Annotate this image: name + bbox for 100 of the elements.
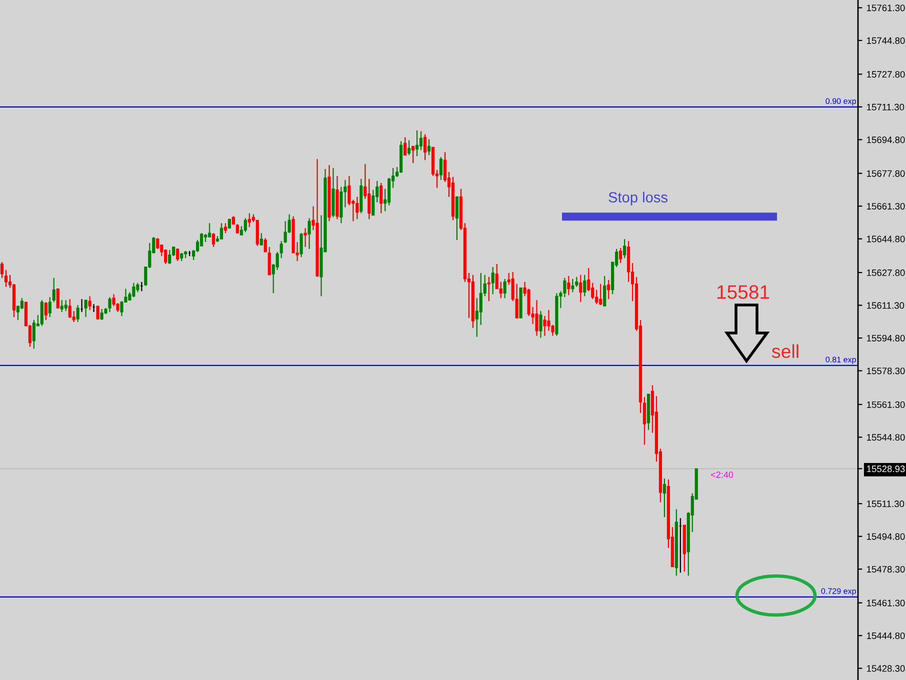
candlestick: [68, 298, 72, 319]
candlestick: [212, 232, 216, 248]
ref-line-label: 0.81 exp: [826, 356, 856, 364]
candlestick: [408, 140, 411, 156]
candlestick: [603, 275, 606, 307]
candlestick: [455, 196, 458, 241]
y-tick-label: 15578.30: [867, 368, 905, 374]
candlestick: [380, 182, 383, 214]
y-tick-label: 15494.80: [867, 533, 905, 540]
candlestick: [100, 308, 104, 321]
y-tick-label: 15478.30: [867, 566, 905, 573]
candlestick: [575, 276, 578, 288]
y-tick-label: 15661.30: [867, 202, 905, 210]
annotation: sell: [772, 344, 798, 358]
candlestick: [276, 251, 279, 271]
candlestick: [427, 138, 431, 156]
candlestick: [132, 282, 136, 298]
candlestick: [415, 130, 419, 157]
candlestick: [88, 296, 92, 311]
candlestick: [571, 278, 574, 293]
candlestick: [619, 247, 622, 264]
candlestick: [40, 300, 44, 326]
candlestick: [108, 296, 112, 313]
candlestick: [607, 279, 610, 300]
candlestick: [503, 278, 506, 299]
candlestick: [44, 302, 48, 321]
candlestick: [642, 396, 646, 446]
candlestick: [48, 296, 52, 318]
candlestick: [388, 177, 391, 206]
candlestick: [411, 146, 415, 164]
candlestick: [662, 478, 666, 518]
candlestick: [168, 249, 172, 265]
candlestick: [260, 232, 263, 246]
candlestick: [264, 237, 267, 252]
y-tick-label: 15528.93: [867, 466, 905, 472]
y-tick-label: 15761.30: [867, 4, 905, 12]
y-tick-label: 15611.30: [867, 302, 904, 309]
candlestick: [567, 275, 570, 296]
candlestick: [495, 263, 498, 290]
candlestick: [348, 175, 351, 206]
candlestick: [423, 134, 427, 161]
candlestick: [595, 289, 598, 305]
y-tick-label: 15711.30: [867, 104, 904, 110]
candlestick: [32, 319, 36, 350]
candlestick: [256, 220, 259, 247]
candlestick: [356, 196, 359, 220]
candlestick: [539, 310, 542, 338]
candlestick: [599, 283, 602, 306]
ref-line-label: Stop loss: [608, 192, 668, 206]
candlestick: [136, 282, 140, 293]
candlestick: [248, 212, 251, 228]
y-tick-label: 15561.30: [867, 401, 905, 408]
candlestick: [60, 300, 64, 313]
y-tick-label: 15744.80: [867, 37, 905, 44]
y-tick-label: 15428.30: [867, 665, 905, 672]
candlestick: [224, 222, 228, 234]
candlestick: [583, 274, 586, 297]
candlestick: [535, 300, 538, 336]
annotation: 15581: [717, 285, 770, 299]
candlestick: [419, 130, 423, 151]
candlestick: [208, 222, 212, 238]
y-tick-label: 15594.80: [867, 334, 905, 342]
y-tick-label: 15511.30: [867, 500, 904, 508]
candlestick: [479, 272, 482, 326]
candlestick: [96, 306, 100, 320]
candlestick: [304, 228, 307, 248]
candlestick: [52, 277, 56, 303]
candlestick: [280, 240, 283, 259]
candlestick: [0, 261, 4, 278]
candlestick: [244, 218, 247, 233]
candlestick: [404, 136, 407, 156]
ref-line-label: 0.90 exp: [826, 98, 856, 106]
y-tick-label: 15627.80: [867, 269, 905, 276]
candlestick: [4, 269, 8, 288]
candlestick: [220, 222, 224, 240]
candlestick: [76, 304, 80, 323]
candlestick: [308, 218, 311, 250]
candlestick: [563, 277, 566, 298]
candlestick: [284, 220, 287, 244]
y-tick-label: 15544.80: [867, 434, 905, 441]
y-tick-label: 15461.30: [867, 600, 905, 606]
candlestick: [622, 238, 626, 259]
candlestick: [368, 178, 371, 220]
candlestick: [491, 266, 494, 295]
candlestick: [64, 300, 68, 312]
annotation: <2:40: [711, 472, 734, 478]
y-tick-label: 15727.80: [867, 71, 905, 78]
candlestick: [84, 300, 88, 318]
candlestick: [487, 276, 490, 302]
candlestick: [156, 237, 160, 250]
y-tick-label: 15444.80: [867, 632, 905, 640]
candlestick: [579, 274, 582, 303]
candlestick: [120, 300, 124, 317]
candlestick: [20, 298, 24, 310]
y-tick-label: 15694.80: [867, 136, 905, 144]
candlestick: [300, 232, 303, 258]
candlestick: [591, 282, 594, 300]
ref-line-label: 0.729 exp: [821, 588, 856, 596]
candlestick: [176, 248, 180, 262]
candlestick: [268, 246, 271, 276]
